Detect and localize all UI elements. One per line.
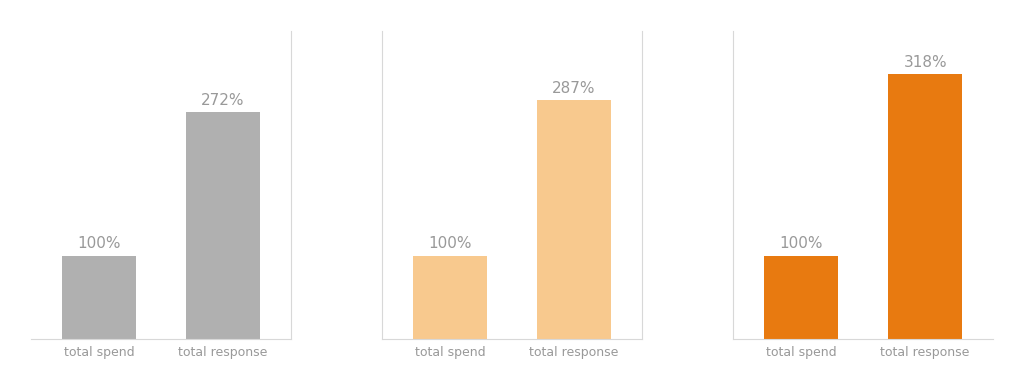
- Text: 100%: 100%: [428, 236, 472, 251]
- Bar: [537, 100, 611, 339]
- Bar: [888, 74, 963, 339]
- Bar: [413, 256, 487, 339]
- Text: 100%: 100%: [77, 236, 121, 251]
- Text: 318%: 318%: [903, 55, 947, 70]
- Text: 100%: 100%: [779, 236, 823, 251]
- Bar: [61, 256, 136, 339]
- Text: 287%: 287%: [552, 81, 596, 96]
- Bar: [185, 112, 260, 339]
- Text: 272%: 272%: [201, 93, 245, 108]
- Bar: [764, 256, 839, 339]
